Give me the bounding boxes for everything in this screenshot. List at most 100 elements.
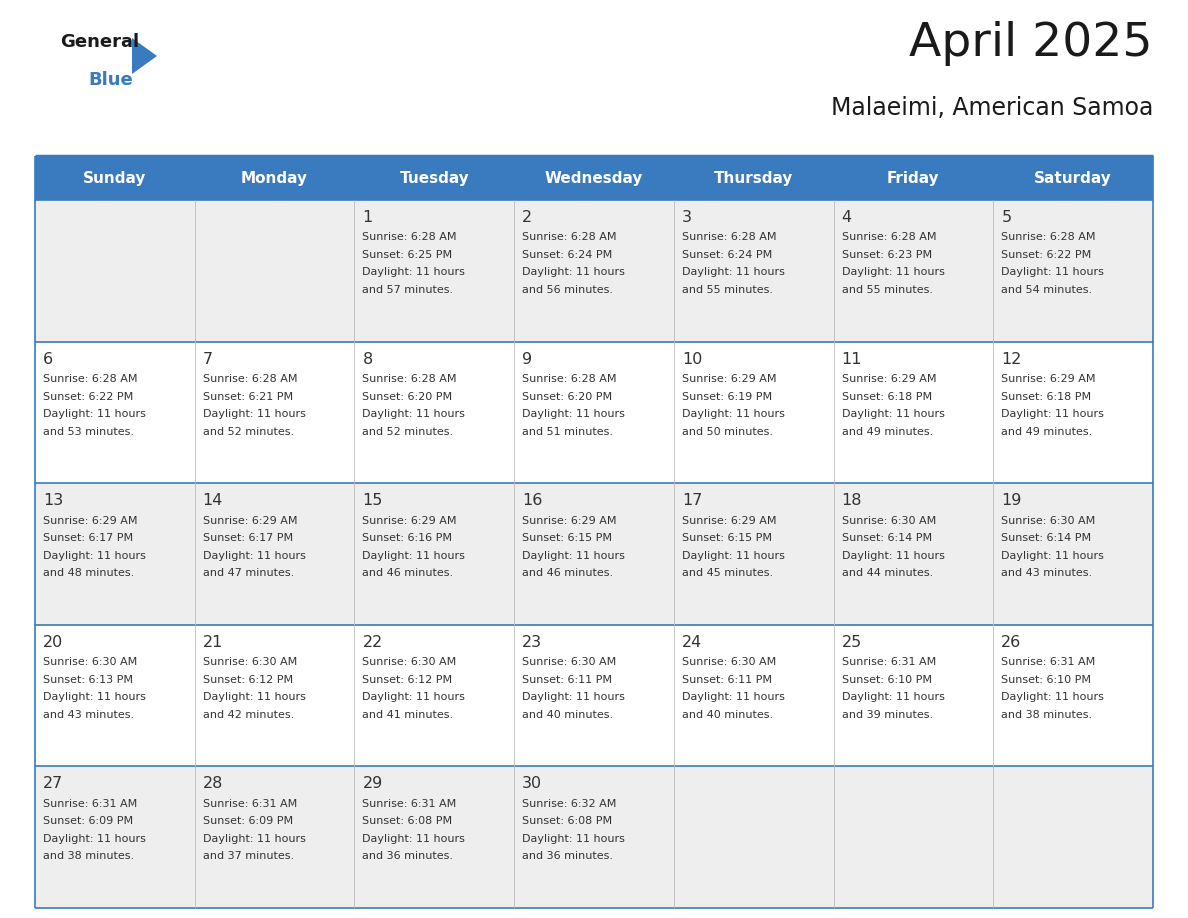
Text: Sunset: 6:25 PM: Sunset: 6:25 PM [362,250,453,260]
Text: 4: 4 [841,210,852,225]
Text: Sunrise: 6:31 AM: Sunrise: 6:31 AM [43,799,138,809]
Text: Sunrise: 6:29 AM: Sunrise: 6:29 AM [1001,375,1095,384]
Text: Sunset: 6:08 PM: Sunset: 6:08 PM [362,816,453,826]
Text: 8: 8 [362,352,373,366]
Text: Sunrise: 6:28 AM: Sunrise: 6:28 AM [1001,232,1095,242]
Text: Daylight: 11 hours: Daylight: 11 hours [43,551,146,561]
Text: Sunrise: 6:28 AM: Sunrise: 6:28 AM [362,375,457,384]
Text: Daylight: 11 hours: Daylight: 11 hours [523,692,625,702]
Bar [34,483,1154,625]
Text: and 51 minutes.: and 51 minutes. [523,427,613,437]
Text: Sunset: 6:23 PM: Sunset: 6:23 PM [841,250,931,260]
Text: 12: 12 [1001,352,1022,366]
Text: Blue: Blue [88,71,133,89]
Text: and 57 minutes.: and 57 minutes. [362,285,454,295]
Text: 10: 10 [682,352,702,366]
Text: Sunset: 6:09 PM: Sunset: 6:09 PM [203,816,292,826]
Text: 26: 26 [1001,635,1022,650]
Text: Wednesday: Wednesday [545,171,643,185]
Text: and 38 minutes.: and 38 minutes. [1001,710,1093,720]
Text: Sunrise: 6:28 AM: Sunrise: 6:28 AM [523,375,617,384]
Text: and 46 minutes.: and 46 minutes. [523,568,613,578]
Text: Sunrise: 6:29 AM: Sunrise: 6:29 AM [362,516,457,526]
Text: Sunset: 6:12 PM: Sunset: 6:12 PM [362,675,453,685]
Text: Sunset: 6:15 PM: Sunset: 6:15 PM [682,533,772,543]
Text: Daylight: 11 hours: Daylight: 11 hours [203,692,305,702]
Text: 28: 28 [203,777,223,791]
Text: Sunset: 6:20 PM: Sunset: 6:20 PM [523,392,612,401]
Text: Daylight: 11 hours: Daylight: 11 hours [523,267,625,277]
Text: Friday: Friday [887,171,940,185]
Text: General: General [61,33,139,51]
Text: 6: 6 [43,352,53,366]
Text: 14: 14 [203,493,223,509]
Text: Daylight: 11 hours: Daylight: 11 hours [362,834,466,844]
Text: Sunset: 6:10 PM: Sunset: 6:10 PM [1001,675,1092,685]
Text: Sunday: Sunday [83,171,146,185]
Text: Sunrise: 6:28 AM: Sunrise: 6:28 AM [43,375,138,384]
Text: Sunrise: 6:29 AM: Sunrise: 6:29 AM [841,375,936,384]
Text: Sunrise: 6:30 AM: Sunrise: 6:30 AM [43,657,138,667]
Text: Daylight: 11 hours: Daylight: 11 hours [682,267,785,277]
Text: April 2025: April 2025 [910,20,1154,65]
Text: and 36 minutes.: and 36 minutes. [362,851,454,861]
Text: 1: 1 [362,210,373,225]
Text: Sunrise: 6:29 AM: Sunrise: 6:29 AM [682,516,776,526]
Text: 25: 25 [841,635,861,650]
Text: and 49 minutes.: and 49 minutes. [1001,427,1093,437]
Text: Sunset: 6:22 PM: Sunset: 6:22 PM [1001,250,1092,260]
Text: Sunset: 6:18 PM: Sunset: 6:18 PM [1001,392,1092,401]
Text: and 43 minutes.: and 43 minutes. [43,710,134,720]
Text: Sunrise: 6:28 AM: Sunrise: 6:28 AM [682,232,776,242]
Bar [34,156,1154,200]
Text: Sunrise: 6:30 AM: Sunrise: 6:30 AM [841,516,936,526]
Text: 21: 21 [203,635,223,650]
Text: Daylight: 11 hours: Daylight: 11 hours [1001,551,1104,561]
Text: Daylight: 11 hours: Daylight: 11 hours [203,409,305,420]
Text: 7: 7 [203,352,213,366]
Text: and 55 minutes.: and 55 minutes. [682,285,773,295]
Text: and 38 minutes.: and 38 minutes. [43,851,134,861]
Text: Sunrise: 6:28 AM: Sunrise: 6:28 AM [523,232,617,242]
Text: Thursday: Thursday [714,171,794,185]
Text: Daylight: 11 hours: Daylight: 11 hours [682,551,785,561]
Text: Sunrise: 6:30 AM: Sunrise: 6:30 AM [362,657,456,667]
Text: and 42 minutes.: and 42 minutes. [203,710,293,720]
Text: 27: 27 [43,777,63,791]
Text: and 48 minutes.: and 48 minutes. [43,568,134,578]
Text: Sunrise: 6:30 AM: Sunrise: 6:30 AM [203,657,297,667]
Text: and 47 minutes.: and 47 minutes. [203,568,293,578]
Text: Daylight: 11 hours: Daylight: 11 hours [43,692,146,702]
Text: Daylight: 11 hours: Daylight: 11 hours [1001,267,1104,277]
Text: and 45 minutes.: and 45 minutes. [682,568,773,578]
Text: and 40 minutes.: and 40 minutes. [682,710,773,720]
Text: and 44 minutes.: and 44 minutes. [841,568,933,578]
Text: 2: 2 [523,210,532,225]
Text: Sunrise: 6:30 AM: Sunrise: 6:30 AM [682,657,776,667]
Text: Daylight: 11 hours: Daylight: 11 hours [43,834,146,844]
Text: 15: 15 [362,493,383,509]
Text: 17: 17 [682,493,702,509]
Text: Sunrise: 6:30 AM: Sunrise: 6:30 AM [1001,516,1095,526]
Text: Sunrise: 6:31 AM: Sunrise: 6:31 AM [1001,657,1095,667]
Text: Daylight: 11 hours: Daylight: 11 hours [1001,409,1104,420]
Text: and 46 minutes.: and 46 minutes. [362,568,454,578]
Text: 5: 5 [1001,210,1011,225]
Text: and 37 minutes.: and 37 minutes. [203,851,293,861]
Text: Sunset: 6:18 PM: Sunset: 6:18 PM [841,392,931,401]
Text: Daylight: 11 hours: Daylight: 11 hours [841,267,944,277]
Text: Malaeimi, American Samoa: Malaeimi, American Samoa [830,96,1154,120]
Text: and 52 minutes.: and 52 minutes. [203,427,293,437]
Text: Saturday: Saturday [1035,171,1112,185]
Text: Sunrise: 6:28 AM: Sunrise: 6:28 AM [362,232,457,242]
Text: 18: 18 [841,493,862,509]
Text: Daylight: 11 hours: Daylight: 11 hours [523,409,625,420]
Text: Sunrise: 6:32 AM: Sunrise: 6:32 AM [523,799,617,809]
Text: Sunrise: 6:28 AM: Sunrise: 6:28 AM [841,232,936,242]
Text: Sunrise: 6:29 AM: Sunrise: 6:29 AM [523,516,617,526]
Text: Daylight: 11 hours: Daylight: 11 hours [682,409,785,420]
Text: Sunset: 6:11 PM: Sunset: 6:11 PM [523,675,612,685]
Text: Daylight: 11 hours: Daylight: 11 hours [523,834,625,844]
Text: Sunset: 6:11 PM: Sunset: 6:11 PM [682,675,772,685]
Text: and 40 minutes.: and 40 minutes. [523,710,613,720]
